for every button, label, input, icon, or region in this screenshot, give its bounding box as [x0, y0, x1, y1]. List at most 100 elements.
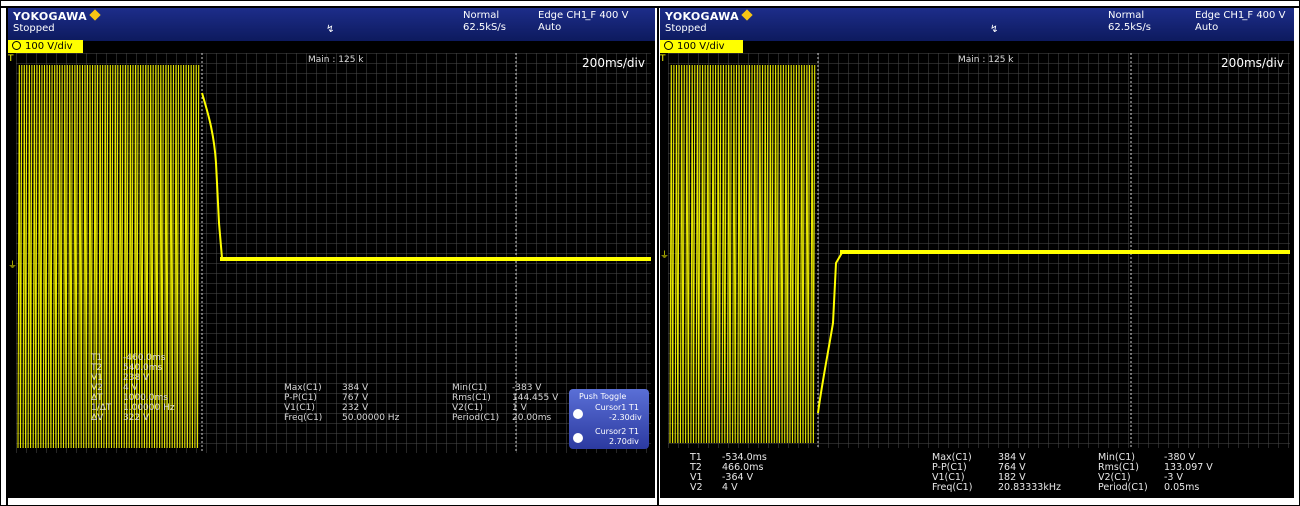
measurement-value: 50.00000 Hz: [342, 413, 400, 423]
ground-marker: ⏚: [8, 261, 18, 271]
measurement-label: P-P(C1): [284, 393, 317, 403]
channel-scale-badge[interactable]: 100 V/div: [8, 40, 83, 53]
cursor2-knob-icon[interactable]: [573, 433, 583, 443]
measurement-value: -380 V: [1164, 452, 1196, 463]
measurement-value: 1.00000 Hz: [123, 403, 175, 413]
softkey-cursor2-value: 2.70div: [609, 437, 639, 446]
measurement-row: ΔT 1000.0ms: [91, 393, 175, 403]
channel1-icon: [664, 41, 673, 50]
measurement-label: V2: [690, 482, 703, 493]
waveform-screen[interactable]: Main : 125 k 200ms/div: [668, 53, 1290, 448]
scope-title-bar: YOKOGAWA Stopped ↯ Normal 62.5kS/s Edge C…: [660, 8, 1294, 41]
measurement-row: Max(C1) 384 V: [284, 383, 399, 393]
measurement-row: V1(C1) 182 V: [932, 473, 1061, 483]
brand-diamond-icon: [89, 9, 101, 21]
measurement-label: ΔV: [91, 413, 104, 423]
channel-scale-badge[interactable]: 100 V/div: [660, 40, 743, 53]
measurement-row: T2 466.0ms: [690, 463, 767, 473]
measurement-row: P-P(C1) 767 V: [284, 393, 399, 403]
measurement-value: 0.05ms: [1164, 482, 1200, 493]
measurement-row: Rms(C1) 133.097 V: [1098, 463, 1213, 473]
waveform-plot: [17, 53, 651, 453]
measurement-value: -460.0ms: [123, 353, 166, 363]
scope-title-bar: YOKOGAWA Stopped ↯ Normal 62.5kS/s Edge C…: [8, 8, 655, 41]
brand-logo: YOKOGAWA: [13, 9, 101, 23]
measurement-value: 4 V: [123, 383, 138, 393]
trigger-position-icon: ↯: [990, 24, 999, 35]
measurement-row: Min(C1) -383 V: [452, 383, 558, 393]
measurement-value: 322 V: [123, 413, 150, 423]
main-record-length: Main : 125 k: [958, 55, 1014, 65]
measurement-label: V2(C1): [1098, 472, 1131, 483]
measurement-row: V1 238 V: [91, 373, 175, 383]
measurement-label: Period(C1): [452, 413, 500, 423]
scope-panel-right: YOKOGAWA Stopped ↯ Normal 62.5kS/s Edge C…: [660, 8, 1294, 498]
measurement-value: 232 V: [342, 403, 369, 413]
measurement-label: ΔT: [91, 393, 103, 403]
measurement-value: 144.455 V: [512, 393, 559, 403]
measurement-value: -3 V: [1164, 472, 1183, 483]
measurement-value: 1 V: [512, 403, 527, 413]
cursor1-knob-icon[interactable]: [573, 409, 583, 419]
scope-panel-left: YOKOGAWA Stopped ↯ Normal 62.5kS/s Edge C…: [8, 8, 655, 498]
cursor-readout: T1 -460.0ms T2 540.0ms V1 238 V V2 4 V ΔT 1000.0m…: [91, 353, 175, 423]
measurement-row: T2 540.0ms: [91, 363, 175, 373]
waveform-screen[interactable]: Main : 125 k 200ms/div T1 -460.0ms T2 540.0…: [16, 53, 651, 453]
brand-logo: YOKOGAWA: [665, 9, 753, 23]
measurement-value: -534.0ms: [722, 452, 767, 463]
ac-waveform-burst: [669, 64, 816, 444]
measurement-value: 384 V: [998, 452, 1026, 463]
measurement-row: Freq(C1) 20.83333kHz: [932, 483, 1061, 493]
measurement-row: 1/ΔT 1.00000 Hz: [91, 403, 175, 413]
measurement-label: T1: [91, 353, 103, 363]
measurement-row: V2 4 V: [690, 483, 767, 493]
measurement-label: T2: [690, 462, 702, 473]
measurement-value: 4 V: [722, 482, 738, 493]
measurement-row: Period(C1) 20.00ms: [452, 413, 558, 423]
measurement-value: 20.83333kHz: [998, 482, 1061, 493]
measurement-value: 764 V: [998, 462, 1026, 473]
measurement-row: Max(C1) 384 V: [932, 453, 1061, 463]
acquisition-mode: Normal 62.5kS/s: [1108, 10, 1151, 33]
measurement-label: V1: [91, 373, 103, 383]
measurement-row: P-P(C1) 764 V: [932, 463, 1061, 473]
measurement-value: 133.097 V: [1164, 462, 1213, 473]
measurement-label: Min(C1): [452, 383, 488, 393]
measurement-value: 1000.0ms: [123, 393, 168, 403]
measurement-row: V1 -364 V: [690, 473, 767, 483]
measurement-value: 182 V: [998, 472, 1026, 483]
cursor-softkey-panel[interactable]: Push Toggle Cursor1 T1 -2.30div Cursor2 …: [569, 389, 649, 449]
top-divider: [0, 6, 1300, 8]
measurement-value: 540.0ms: [123, 363, 163, 373]
softkey-cursor1-label: Cursor1 T1: [595, 403, 639, 412]
dc-transition-trace: [201, 92, 223, 259]
measurement-label: Max(C1): [932, 452, 972, 463]
waveform-plot: [669, 53, 1290, 448]
ac-waveform-burst: [17, 64, 200, 449]
measurement-label: V1(C1): [932, 472, 965, 483]
measurement-label: Freq(C1): [932, 482, 973, 493]
acquisition-state: Stopped: [13, 23, 55, 34]
channel1-icon: [12, 41, 21, 50]
left-divider: [6, 6, 8, 506]
measurement-row: Freq(C1) 50.00000 Hz: [284, 413, 399, 423]
measurement-label: 1/ΔT: [91, 403, 112, 413]
measurement-label: Freq(C1): [284, 413, 323, 423]
measurement-label: Period(C1): [1098, 482, 1148, 493]
measurement-column-2: Min(C1) -380 V Rms(C1) 133.097 V V2(C1) -3 V P…: [1098, 453, 1213, 493]
measurement-value: 238 V: [123, 373, 150, 383]
measurement-value: 384 V: [342, 383, 369, 393]
acquisition-mode: Normal 62.5kS/s: [463, 10, 506, 33]
measurement-value: 20.00ms: [512, 413, 552, 423]
ground-marker: ⏚: [660, 251, 670, 261]
timebase-readout: 200ms/div: [1221, 56, 1284, 70]
center-divider: [657, 6, 659, 506]
measurement-label: V1: [690, 472, 703, 483]
measurement-row: V2(C1) -3 V: [1098, 473, 1213, 483]
measurement-label: T2: [91, 363, 103, 373]
measurement-label: V2: [91, 383, 103, 393]
measurement-label: Rms(C1): [1098, 462, 1139, 473]
measurement-label: Min(C1): [1098, 452, 1135, 463]
measurement-row: V2(C1) 1 V: [452, 403, 558, 413]
measurement-label: Rms(C1): [452, 393, 491, 403]
